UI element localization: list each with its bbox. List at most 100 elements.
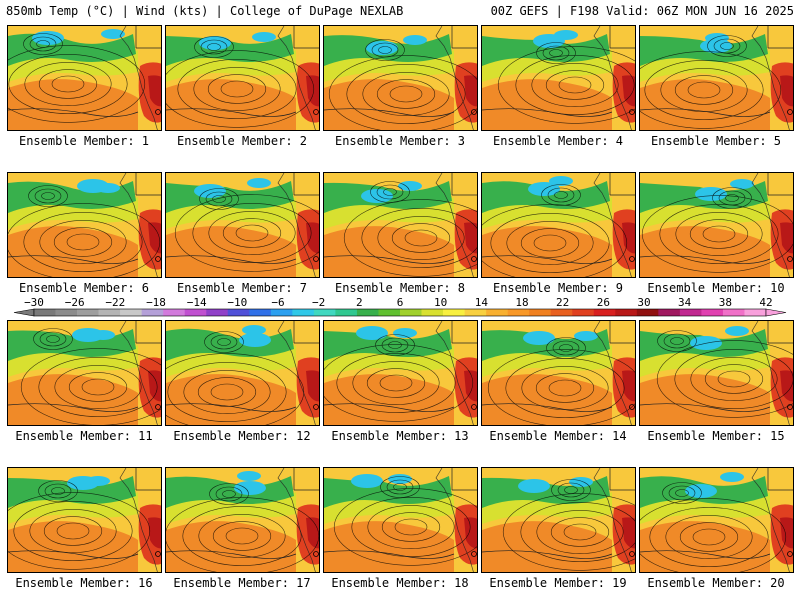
temperature-map [324,26,477,130]
ensemble-member-label: Ensemble Member: 11 [15,429,153,443]
temperature-map [166,26,319,130]
colorbar-tick-label: 42 [759,296,772,309]
colorbar-swatch [184,309,207,316]
temperature-map [166,321,319,425]
ensemble-member-label: Ensemble Member: 9 [492,281,624,295]
colorbar-swatch [163,309,186,316]
temperature-map [8,173,161,277]
temperature-map [8,468,161,572]
colorbar-tick-label: 18 [515,296,528,309]
map-title: 850mb Temp (°C) | Wind (kts) | College o… [6,4,404,18]
colorbar-swatch [249,309,272,316]
temperature-map [640,468,793,572]
temperature-colorbar: −30 −26 −22 −18 −14 −10 −6 −2 2 6 10 14 18 22 26 30 34 38… [13,296,787,317]
colorbar-swatch [335,309,358,316]
colorbar-swatch [270,309,293,316]
ensemble-member-label: Ensemble Member: 10 [647,281,785,295]
ensemble-map-panel [323,172,478,278]
colorbar-swatch [572,309,595,316]
colorbar-swatch [378,309,401,316]
ensemble-map-panel [323,320,478,426]
temperature-map [166,173,319,277]
colorbar-tick-label: −2 [312,296,325,309]
colorbar-swatch [615,309,638,316]
ensemble-map-panel [165,320,320,426]
ensemble-map-panel [323,25,478,131]
colorbar-swatch [400,309,422,316]
ensemble-member-label: Ensemble Member: 16 [15,576,153,590]
colorbar-tick-label: −26 [65,296,85,309]
ensemble-map-panel [7,172,162,278]
ensemble-member-label: Ensemble Member: 18 [331,576,469,590]
colorbar-tick-label: −18 [146,296,166,309]
ensemble-member-label: Ensemble Member: 15 [647,429,785,443]
colorbar-tick-label: 26 [597,296,610,309]
colorbar-swatch [593,309,616,316]
colorbar-swatch [356,309,379,316]
colorbar-tick-label: 34 [678,296,692,309]
ensemble-map-panel [7,320,162,426]
temperature-map [8,26,161,130]
ensemble-map-panel [481,25,636,131]
colorbar-swatch [141,309,164,316]
ensemble-map-panel [481,320,636,426]
colorbar-swatch [636,309,659,316]
ensemble-map-panel [7,25,162,131]
colorbar-swatch [292,309,315,316]
colorbar-swatch [744,309,767,316]
temperature-map [8,321,161,425]
temperature-map [482,26,635,130]
temperature-map [482,468,635,572]
ensemble-member-label: Ensemble Member: 14 [489,429,627,443]
ensemble-member-label: Ensemble Member: 4 [492,134,624,148]
ensemble-map-panel [165,25,320,131]
colorbar-tick-label: −6 [271,296,284,309]
colorbar-swatch [98,309,121,316]
ensemble-member-label: Ensemble Member: 1 [18,134,150,148]
colorbar-swatch [206,309,229,316]
temperature-map [482,173,635,277]
ensemble-member-label: Ensemble Member: 20 [647,576,785,590]
colorbar-tick-label: 22 [556,296,569,309]
ensemble-map-panel [323,467,478,573]
ensemble-member-label: Ensemble Member: 6 [18,281,150,295]
colorbar-swatch [34,309,56,316]
temperature-map [324,321,477,425]
colorbar-swatch [550,309,573,316]
colorbar-swatch [701,309,724,316]
colorbar-tick-label: −30 [24,296,44,309]
model-run-info: 00Z GEFS | F198 Valid: 06Z MON JUN 16 20… [490,4,794,18]
colorbar-swatch [120,309,142,316]
colorbar-swatch [227,309,250,316]
temperature-map [640,321,793,425]
colorbar-swatch [464,309,487,316]
colorbar-tick-label: 38 [719,296,732,309]
ensemble-member-label: Ensemble Member: 7 [176,281,308,295]
ensemble-map-panel [639,467,794,573]
ensemble-map-panel [7,467,162,573]
colorbar-tick-label: −22 [105,296,125,309]
temperature-map [640,26,793,130]
temperature-map [324,468,477,572]
ensemble-member-label: Ensemble Member: 5 [650,134,782,148]
ensemble-map-panel [165,172,320,278]
colorbar-tick-label: 6 [397,296,404,309]
colorbar-max-arrow [765,308,787,317]
ensemble-member-label: Ensemble Member: 2 [176,134,308,148]
temperature-map [166,468,319,572]
colorbar-tick-label: 30 [637,296,650,309]
ensemble-map-panel [639,172,794,278]
colorbar-tick-label: 2 [356,296,363,309]
ensemble-map-panel [481,467,636,573]
colorbar-tick-label: 10 [434,296,447,309]
colorbar-swatch [421,309,444,316]
ensemble-member-label: Ensemble Member: 19 [489,576,627,590]
colorbar-swatch [529,309,552,316]
ensemble-member-label: Ensemble Member: 8 [334,281,466,295]
ensemble-map-panel [639,25,794,131]
temperature-map [482,321,635,425]
colorbar-swatch [443,309,465,316]
temperature-map [640,173,793,277]
ensemble-map-panel [165,467,320,573]
colorbar-swatch [486,309,508,316]
